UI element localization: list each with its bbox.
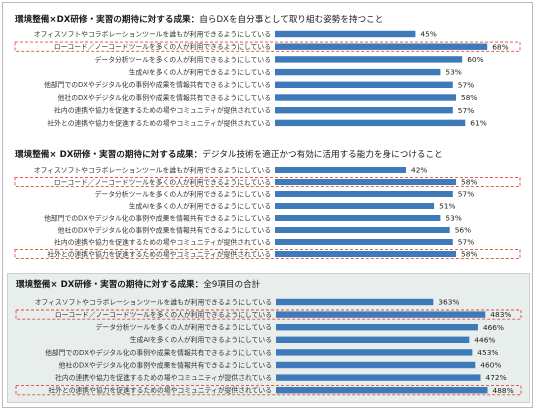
chart-panel-1: 環境整備×DX研修・実習の期待に対する成果：自らDXを自分事として取り組む姿勢を… — [7, 11, 530, 139]
value-label: 57% — [458, 80, 474, 89]
bar — [275, 43, 488, 50]
category-label: データ分析ツールを多くの人が利用できるようにしている — [95, 55, 271, 64]
bar — [276, 387, 488, 394]
value-label: 453% — [477, 348, 498, 357]
value-label: 57% — [458, 238, 474, 247]
category-label: オフィスソフトやコラボレーションツールを誰もが利用できるようにしている — [34, 29, 271, 38]
bar — [276, 336, 470, 343]
category-label: 社外との連携や協力を促進するための場やコミュニティが提供されている — [48, 386, 272, 395]
bar — [275, 179, 456, 185]
bar — [275, 239, 453, 245]
category-label: オフィスソフトやコラボレーションツールを誰もが利用できるようにしている — [34, 165, 271, 174]
category-label: 他社のDXやデジタル化の事例や成果を情報共有できるようにしている — [58, 93, 271, 102]
chart-title-3: 環境整備× DX研修・実習の期待に対する成果：全9項目の合計 — [16, 278, 260, 290]
value-label: 60% — [467, 55, 483, 64]
category-label: 社内の連携や協力を促進するための場やコミュニティが提供されている — [54, 237, 271, 246]
bar — [275, 107, 453, 114]
value-label: 68% — [492, 42, 508, 51]
category-label: 社内の連携や協力を促進するための場やコミュニティが提供されている — [54, 106, 271, 115]
chart-subtitle-3: 全9項目の合計 — [203, 280, 261, 290]
chart-title-3-main: 環境整備× DX研修・実習の期待に対する成果： — [16, 280, 204, 290]
bar — [275, 119, 466, 127]
category-label: 生成AIを多くの人が利用できるようにしている — [129, 201, 271, 210]
bar-chart-1: オフィスソフトやコラボレーションツールを誰もが利用できるようにしている 45% ロー… — [14, 29, 521, 128]
chart-title-2: 環境整備× DX研修・実習の期待に対する成果：デジタル技術を適正かつ有効に活用す… — [15, 148, 443, 160]
bar — [275, 203, 435, 209]
chart-title-1: 環境整備×DX研修・実習の期待に対する成果：自らDXを自分事として取り組む姿勢を… — [15, 13, 383, 25]
value-label: 460% — [480, 361, 501, 370]
highlight-box — [14, 249, 521, 259]
highlight-box — [14, 177, 521, 187]
bar — [275, 68, 441, 76]
value-label: 57% — [458, 190, 474, 199]
category-label: ローコード／ノーコードツールを多くの人が利用できるようにしている — [55, 310, 272, 319]
value-label: 57% — [458, 106, 474, 115]
category-label: データ分析ツールを多くの人が利用できるようにしている — [96, 323, 272, 332]
figure-frame: 環境整備×DX研修・実習の期待に対する成果：自らDXを自分事として取り組む姿勢を… — [2, 2, 533, 408]
value-label: 488% — [493, 386, 514, 395]
category-label: 他部門でのDXやデジタル化の事例や成果を情報共有できるようにしている — [44, 80, 271, 89]
value-label: 61% — [470, 119, 486, 128]
bar — [275, 215, 441, 221]
value-label: 45% — [420, 30, 436, 39]
category-label: 他部門でのDXやデジタル化の事例や成果を情報共有できるようにしている — [45, 348, 272, 357]
value-label: 58% — [461, 93, 477, 102]
bar — [276, 311, 486, 318]
chart-panel-2: 環境整備× DX研修・実習の期待に対する成果：デジタル技術を適正かつ有効に活用す… — [7, 146, 530, 268]
value-label: 363% — [438, 298, 459, 307]
value-label: 58% — [461, 178, 477, 187]
highlight-box — [15, 385, 522, 396]
bar — [275, 81, 453, 88]
value-label: 56% — [455, 226, 471, 235]
chart-title-1-main: 環境整備×DX研修・実習の期待に対する成果： — [15, 15, 200, 25]
category-label: 他部門でのDXやデジタル化の事例や成果を情報共有できるようにしている — [44, 213, 271, 222]
bar — [275, 227, 450, 233]
bar — [276, 349, 473, 356]
bar — [276, 298, 434, 306]
bar-chart-2: オフィスソフトやコラボレーションツールを誰もが利用できるようにしている 42% ロー… — [14, 165, 521, 259]
category-label: オフィスソフトやコラボレーションツールを誰もが利用できるようにしている — [35, 297, 272, 306]
bar — [275, 56, 463, 63]
bar — [276, 361, 476, 369]
bar — [275, 30, 416, 38]
value-label: 51% — [439, 202, 455, 211]
highlight-box — [15, 309, 522, 320]
category-label: 社外との連携や協力を促進するための場やコミュニティが提供されている — [47, 249, 271, 258]
chart-subtitle-2: デジタル技術を適正かつ有効に活用する能力を身につけること — [202, 150, 443, 160]
bar — [276, 324, 478, 331]
category-label: ローコード／ノーコードツールを多くの人が利用できるようにしている — [54, 177, 271, 186]
value-label: 446% — [474, 335, 495, 344]
value-label: 53% — [445, 68, 461, 77]
category-label: 社内の連携や協力を促進するための場やコミュニティが提供されている — [55, 373, 272, 382]
category-label: 社外との連携や協力を促進するための場やコミュニティが提供されている — [47, 118, 271, 127]
bar — [275, 191, 453, 197]
value-label: 466% — [483, 323, 504, 332]
value-label: 58% — [461, 250, 477, 259]
highlight-box — [14, 41, 521, 52]
value-label: 483% — [490, 310, 511, 319]
bar — [275, 94, 456, 101]
bar — [276, 374, 481, 381]
bar-chart-3: オフィスソフトやコラボレーションツールを誰もが利用できるようにしている 363% ロ… — [15, 297, 522, 396]
category-label: 生成AIを多くの人が利用できるようにしている — [130, 335, 272, 344]
category-label: 他社のDXやデジタル化の事例や成果を情報共有できるようにしている — [58, 225, 271, 234]
category-label: データ分析ツールを多くの人が利用できるようにしている — [95, 189, 271, 198]
chart-title-2-main: 環境整備× DX研修・実習の期待に対する成果： — [15, 150, 203, 160]
value-label: 42% — [411, 166, 427, 175]
bar — [275, 167, 406, 173]
bar — [275, 251, 456, 257]
category-label: ローコード／ノーコードツールを多くの人が利用できるようにしている — [54, 42, 271, 51]
value-label: 472% — [486, 373, 507, 382]
value-label: 53% — [445, 214, 461, 223]
category-label: 他社のDXやデジタル化の事例や成果を情報共有できるようにしている — [59, 360, 272, 369]
chart-subtitle-1: 自らDXを自分事として取り組む姿勢を持つこと — [199, 15, 384, 25]
category-label: 生成AIを多くの人が利用できるようにしている — [129, 68, 271, 77]
chart-panel-3: 環境整備× DX研修・実習の期待に対する成果：全9項目の合計 オフィスソフトやコ… — [7, 273, 530, 403]
